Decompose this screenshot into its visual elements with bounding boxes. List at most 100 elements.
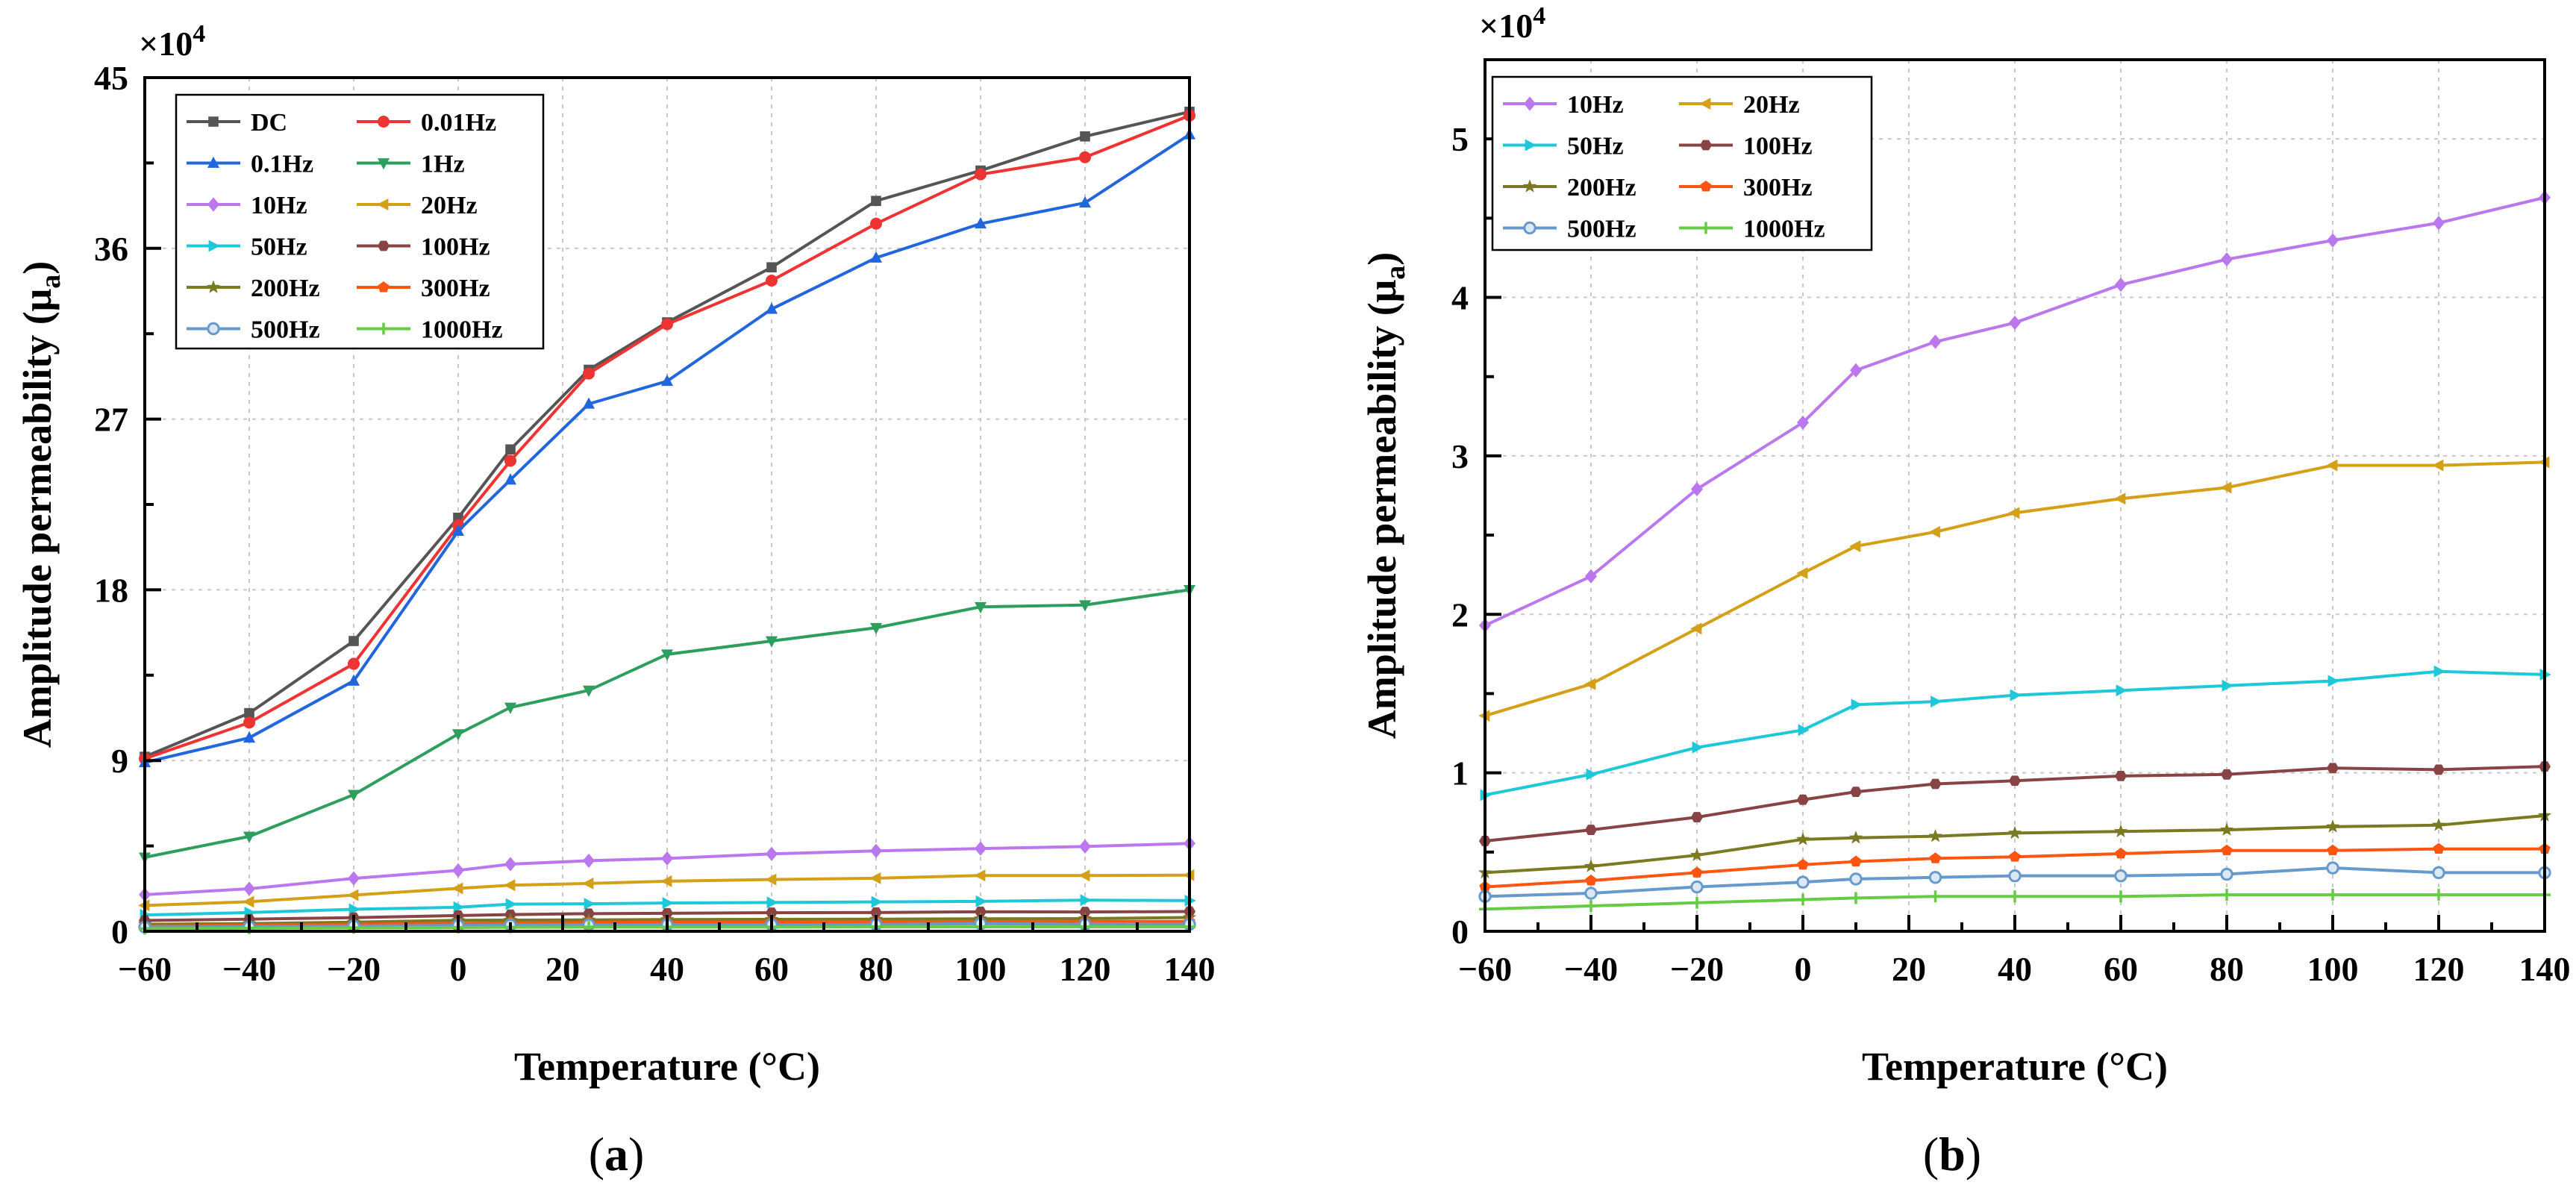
data-point-300Hz <box>1691 866 1703 878</box>
series-line-0.01Hz <box>144 113 1190 760</box>
data-point-1000Hz <box>1850 892 1862 904</box>
data-point-0.01Hz <box>504 454 516 467</box>
y-tick-label: 36 <box>94 230 128 268</box>
legend-label: 200Hz <box>1567 174 1636 201</box>
legend-label: DC <box>251 109 287 137</box>
legend-item-20Hz: 20Hz <box>1679 91 1800 119</box>
legend-swatch-marker <box>1700 140 1712 151</box>
data-point-DC <box>244 707 254 719</box>
data-point-1000Hz <box>1585 900 1597 913</box>
data-point-100Hz <box>1850 787 1862 798</box>
data-point-1000Hz <box>2115 890 2127 903</box>
data-point-1Hz <box>583 685 595 697</box>
legend-swatch-marker <box>378 116 390 128</box>
data-point-10Hz <box>2115 277 2127 293</box>
x-tick-label: 120 <box>2413 950 2465 988</box>
data-point-200Hz <box>2113 824 2128 837</box>
x-tick-label: 20 <box>1892 950 1926 988</box>
data-point-50Hz <box>1931 695 1942 708</box>
data-point-0.1Hz <box>504 473 516 485</box>
data-point-10Hz <box>1079 839 1091 854</box>
legend-label: 10Hz <box>251 192 307 219</box>
data-point-10Hz <box>583 853 595 869</box>
data-point-20Hz <box>451 882 463 895</box>
legend-label: 0.01Hz <box>421 109 496 137</box>
chart-panel-b: −60 −40 −20 0 20 40 60 80 100 120 140 0 1 2 3 4 5 ×104 Tem… <box>1360 2 2571 1181</box>
data-point-20Hz <box>2008 507 2020 519</box>
x-tick-label: 80 <box>859 950 893 988</box>
data-point-200Hz <box>1928 828 1942 842</box>
data-point-50Hz <box>2116 684 2128 697</box>
data-point-200Hz <box>2007 825 2022 840</box>
data-point-10Hz <box>1850 363 1862 378</box>
data-point-500Hz <box>1690 880 1704 894</box>
data-point-50Hz <box>1586 768 1598 781</box>
y-tick-label: 9 <box>111 742 128 780</box>
data-point-500Hz <box>1796 875 1810 889</box>
y-tick-label: 18 <box>94 571 128 609</box>
y-axis-title-b: Amplitude permeability (μa) <box>1360 252 1411 740</box>
data-point-1000Hz <box>1691 896 1703 909</box>
legend-label: 500Hz <box>1567 216 1636 243</box>
data-point-DC <box>871 196 881 207</box>
data-point-0.01Hz <box>975 168 987 181</box>
legend-label: 20Hz <box>1743 91 1800 119</box>
data-point-300Hz <box>1929 852 1942 863</box>
x-tick-label: 40 <box>1998 950 2032 988</box>
legend-item-100Hz: 100Hz <box>357 234 490 261</box>
legend-label: 0.1Hz <box>251 151 313 178</box>
data-point-DC <box>505 444 516 455</box>
data-point-300Hz <box>2009 851 2021 862</box>
data-point-300Hz <box>1797 858 1809 870</box>
data-point-0.01Hz <box>766 275 778 287</box>
data-point-0.01Hz <box>870 217 882 230</box>
data-point-10Hz <box>975 841 987 856</box>
legend-swatch-marker <box>208 116 219 127</box>
data-point-10Hz <box>243 881 255 896</box>
series-line-DC <box>144 110 1190 758</box>
data-point-10Hz <box>1585 569 1597 584</box>
legend-swatch-marker <box>206 280 221 293</box>
x-tick-label: 140 <box>2519 950 2571 988</box>
data-point-300Hz <box>1850 855 1862 867</box>
data-point-1000Hz <box>2327 889 2339 901</box>
data-point-10Hz <box>766 846 778 861</box>
data-point-500Hz <box>1584 887 1598 900</box>
data-point-20Hz <box>1796 567 1808 580</box>
x-tick-label: −60 <box>1458 950 1512 988</box>
series-line-1000Hz <box>1484 893 2545 911</box>
legend-swatch-marker <box>207 156 219 168</box>
series-100Hz <box>1479 761 2551 846</box>
legend-item-50Hz: 50Hz <box>187 234 307 261</box>
x-axis-title-b: Temperature (°C) <box>1862 1044 2168 1089</box>
x-tick-label: −20 <box>1670 950 1724 988</box>
data-point-0.1Hz <box>661 374 673 387</box>
data-point-300Hz <box>2221 844 2233 856</box>
legend-item-200Hz: 200Hz <box>1503 174 1636 201</box>
data-point-20Hz <box>1928 525 1940 538</box>
data-point-0.1Hz <box>348 674 360 686</box>
legend-label: 1000Hz <box>1743 216 1825 243</box>
legend-item-300Hz: 300Hz <box>357 275 490 302</box>
legend-swatch-marker <box>207 197 219 212</box>
series-500Hz <box>1478 861 2551 903</box>
series-line-300Hz <box>1484 847 2545 889</box>
data-point-50Hz <box>766 896 778 909</box>
legend-item-1000Hz: 1000Hz <box>357 316 503 344</box>
x-axis-title-a: Temperature (°C) <box>514 1044 820 1089</box>
data-point-0.1Hz <box>975 216 987 229</box>
panel-label-a: (a) <box>589 1128 645 1181</box>
legend-label: 1Hz <box>421 151 465 178</box>
data-point-50Hz <box>1851 698 1863 711</box>
legend-swatch-marker <box>1525 139 1536 151</box>
legend-swatch-marker <box>1522 179 1537 193</box>
data-point-10Hz <box>1797 415 1809 430</box>
data-point-1Hz <box>975 601 987 614</box>
data-point-20Hz <box>1078 869 1090 882</box>
series-line-50Hz <box>144 898 1190 917</box>
legend-swatch-marker <box>378 281 390 293</box>
x-tick-label: 80 <box>2210 950 2244 988</box>
x-tick-label: 0 <box>1795 950 1812 988</box>
y-tick-label: 0 <box>1451 913 1469 951</box>
data-point-50Hz <box>662 897 674 910</box>
